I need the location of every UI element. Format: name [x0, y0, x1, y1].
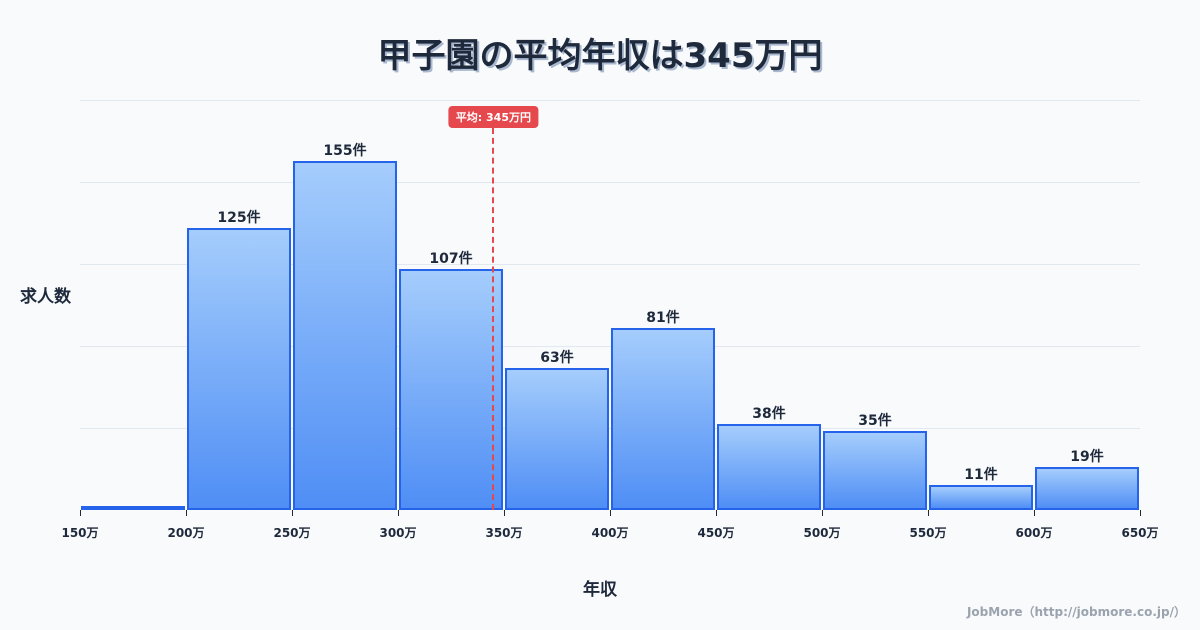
bar-value-label: 63件 — [540, 350, 574, 367]
x-axis-label: 年収 — [583, 580, 617, 600]
histogram-bar — [823, 431, 927, 510]
x-tick-label: 600万 — [1015, 526, 1053, 540]
histogram-bar — [611, 327, 715, 510]
histogram-bar — [293, 160, 397, 510]
grid-line — [80, 100, 1140, 101]
x-tick-label: 550万 — [909, 526, 947, 540]
x-tick — [80, 510, 81, 516]
average-badge: 平均: 345万円 — [448, 106, 538, 128]
histogram-bar — [505, 368, 609, 510]
histogram-bar — [717, 424, 821, 510]
plot-area: 125件 155件 107件 63件 81件 38件 35件 11件 19件 — [80, 100, 1140, 510]
average-line — [492, 128, 495, 510]
x-tick-label: 400万 — [591, 526, 629, 540]
bar-value-label: 11件 — [964, 467, 998, 484]
histogram-bar — [399, 268, 503, 510]
histogram-bar — [187, 228, 291, 510]
y-axis-label: 求人数 — [20, 287, 71, 307]
x-tick-label: 450万 — [697, 526, 735, 540]
x-tick-label: 500万 — [803, 526, 841, 540]
grid-line — [80, 428, 1140, 429]
x-tick — [822, 510, 823, 516]
x-tick-label: 350万 — [485, 526, 523, 540]
x-tick — [398, 510, 399, 516]
histogram-bar — [929, 485, 1033, 510]
histogram-bar — [1035, 467, 1139, 510]
bar-value-label: 35件 — [858, 413, 892, 430]
grid-line — [80, 346, 1140, 347]
x-tick — [504, 510, 505, 516]
bar-value-label: 155件 — [323, 142, 367, 159]
bar-value-label: 107件 — [429, 250, 473, 267]
grid-line — [80, 264, 1140, 265]
x-tick-label: 650万 — [1121, 526, 1159, 540]
x-tick-label: 250万 — [273, 526, 311, 540]
x-tick-label: 200万 — [167, 526, 205, 540]
x-tick — [1140, 510, 1141, 516]
grid-line — [80, 182, 1140, 183]
x-tick — [186, 510, 187, 516]
footer-credit: JobMore（http://jobmore.co.jp/） — [966, 605, 1186, 619]
bar-value-label: 19件 — [1070, 449, 1104, 466]
x-tick — [1034, 510, 1035, 516]
x-tick-label: 150万 — [61, 526, 99, 540]
x-tick — [716, 510, 717, 516]
x-tick — [610, 510, 611, 516]
x-tick — [928, 510, 929, 516]
bar-value-label: 81件 — [646, 309, 680, 326]
histogram-bar — [81, 506, 185, 510]
bar-value-label: 38件 — [752, 406, 786, 423]
x-tick-label: 300万 — [379, 526, 417, 540]
x-tick — [292, 510, 293, 516]
chart-title: 甲子園の平均年収は345万円 — [377, 36, 823, 76]
bar-value-label: 125件 — [217, 210, 261, 227]
